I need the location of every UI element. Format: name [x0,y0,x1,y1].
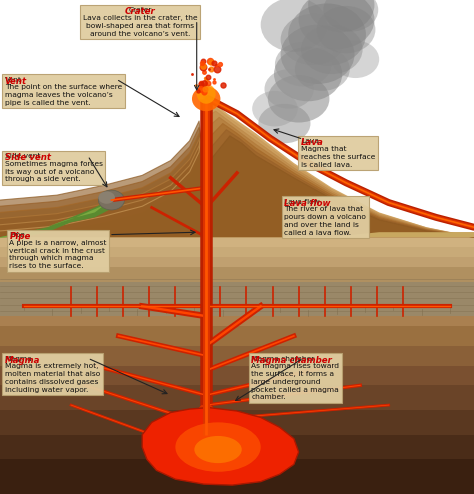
Text: Crater: Crater [125,7,155,16]
Text: Side vent: Side vent [5,153,51,162]
Polygon shape [0,111,474,237]
Ellipse shape [258,104,310,143]
Text: Lava: Lava [301,138,324,147]
Ellipse shape [299,0,374,49]
Ellipse shape [194,436,242,463]
Polygon shape [182,405,230,435]
Polygon shape [0,105,474,237]
Bar [0,252,474,267]
Bar [0,361,474,385]
Ellipse shape [288,3,366,66]
Ellipse shape [264,69,314,109]
Ellipse shape [99,192,115,204]
Text: Magma
Magma is extremely hot,
molten material that also
contains dissolved gases: Magma Magma is extremely hot, molten mat… [5,356,100,393]
Bar [0,405,474,435]
Ellipse shape [175,422,261,472]
Polygon shape [332,232,474,237]
Ellipse shape [295,47,350,91]
Ellipse shape [268,75,329,123]
Ellipse shape [323,0,378,32]
Polygon shape [0,198,123,237]
Bar [0,306,474,326]
Text: Lava flow
The river of lava that
pours down a volcano
and over the land is
calle: Lava flow The river of lava that pours d… [284,199,366,236]
Ellipse shape [275,42,332,86]
Polygon shape [0,127,474,237]
Ellipse shape [317,6,375,53]
Polygon shape [0,94,474,237]
Text: Magma chamber: Magma chamber [251,356,332,365]
Text: Vent: Vent [5,77,27,85]
Bar [0,277,474,316]
Bar [0,341,474,366]
Ellipse shape [192,86,220,111]
Polygon shape [0,118,474,237]
Ellipse shape [261,0,327,52]
Ellipse shape [332,41,379,78]
Ellipse shape [99,190,124,210]
Ellipse shape [197,84,216,104]
Bar [0,380,474,410]
Polygon shape [0,121,474,237]
Ellipse shape [252,91,298,126]
Ellipse shape [281,14,345,65]
Bar [0,321,474,346]
Ellipse shape [301,25,363,74]
Ellipse shape [308,0,374,32]
Polygon shape [0,205,104,238]
Bar [0,291,474,311]
Text: Pipe: Pipe [9,232,31,241]
Ellipse shape [281,25,355,84]
Polygon shape [0,124,474,237]
Polygon shape [142,408,299,485]
Text: Lava
Magma that
reaches the surface
is called lava.: Lava Magma that reaches the surface is c… [301,138,375,167]
Text: Side vent
Sometimes magma forces
its way out of a volcano
through a side vent.: Side vent Sometimes magma forces its way… [5,153,103,182]
Bar [0,454,474,494]
Text: Pipe
A pipe is a narrow, almost
vertical crack in the crust
through which magma
: Pipe A pipe is a narrow, almost vertical… [9,232,107,269]
Bar [0,232,474,247]
Text: Crater
Lava collects in the crater, the
bowl-shaped area that forms
around the v: Crater Lava collects in the crater, the … [82,7,197,37]
Bar [0,242,474,257]
Ellipse shape [274,47,342,101]
Text: Magma: Magma [5,356,40,365]
Text: Vent
The point on the surface where
magma leaves the volcano’s
pipe is called th: Vent The point on the surface where magm… [5,77,122,106]
Bar [0,430,474,459]
Bar [0,262,474,282]
Bar [0,0,474,222]
Text: Lava flow: Lava flow [284,199,331,207]
Text: Magma chamber
As magma rises toward
the surface, it forms a
large underground
po: Magma chamber As magma rises toward the … [251,356,339,401]
